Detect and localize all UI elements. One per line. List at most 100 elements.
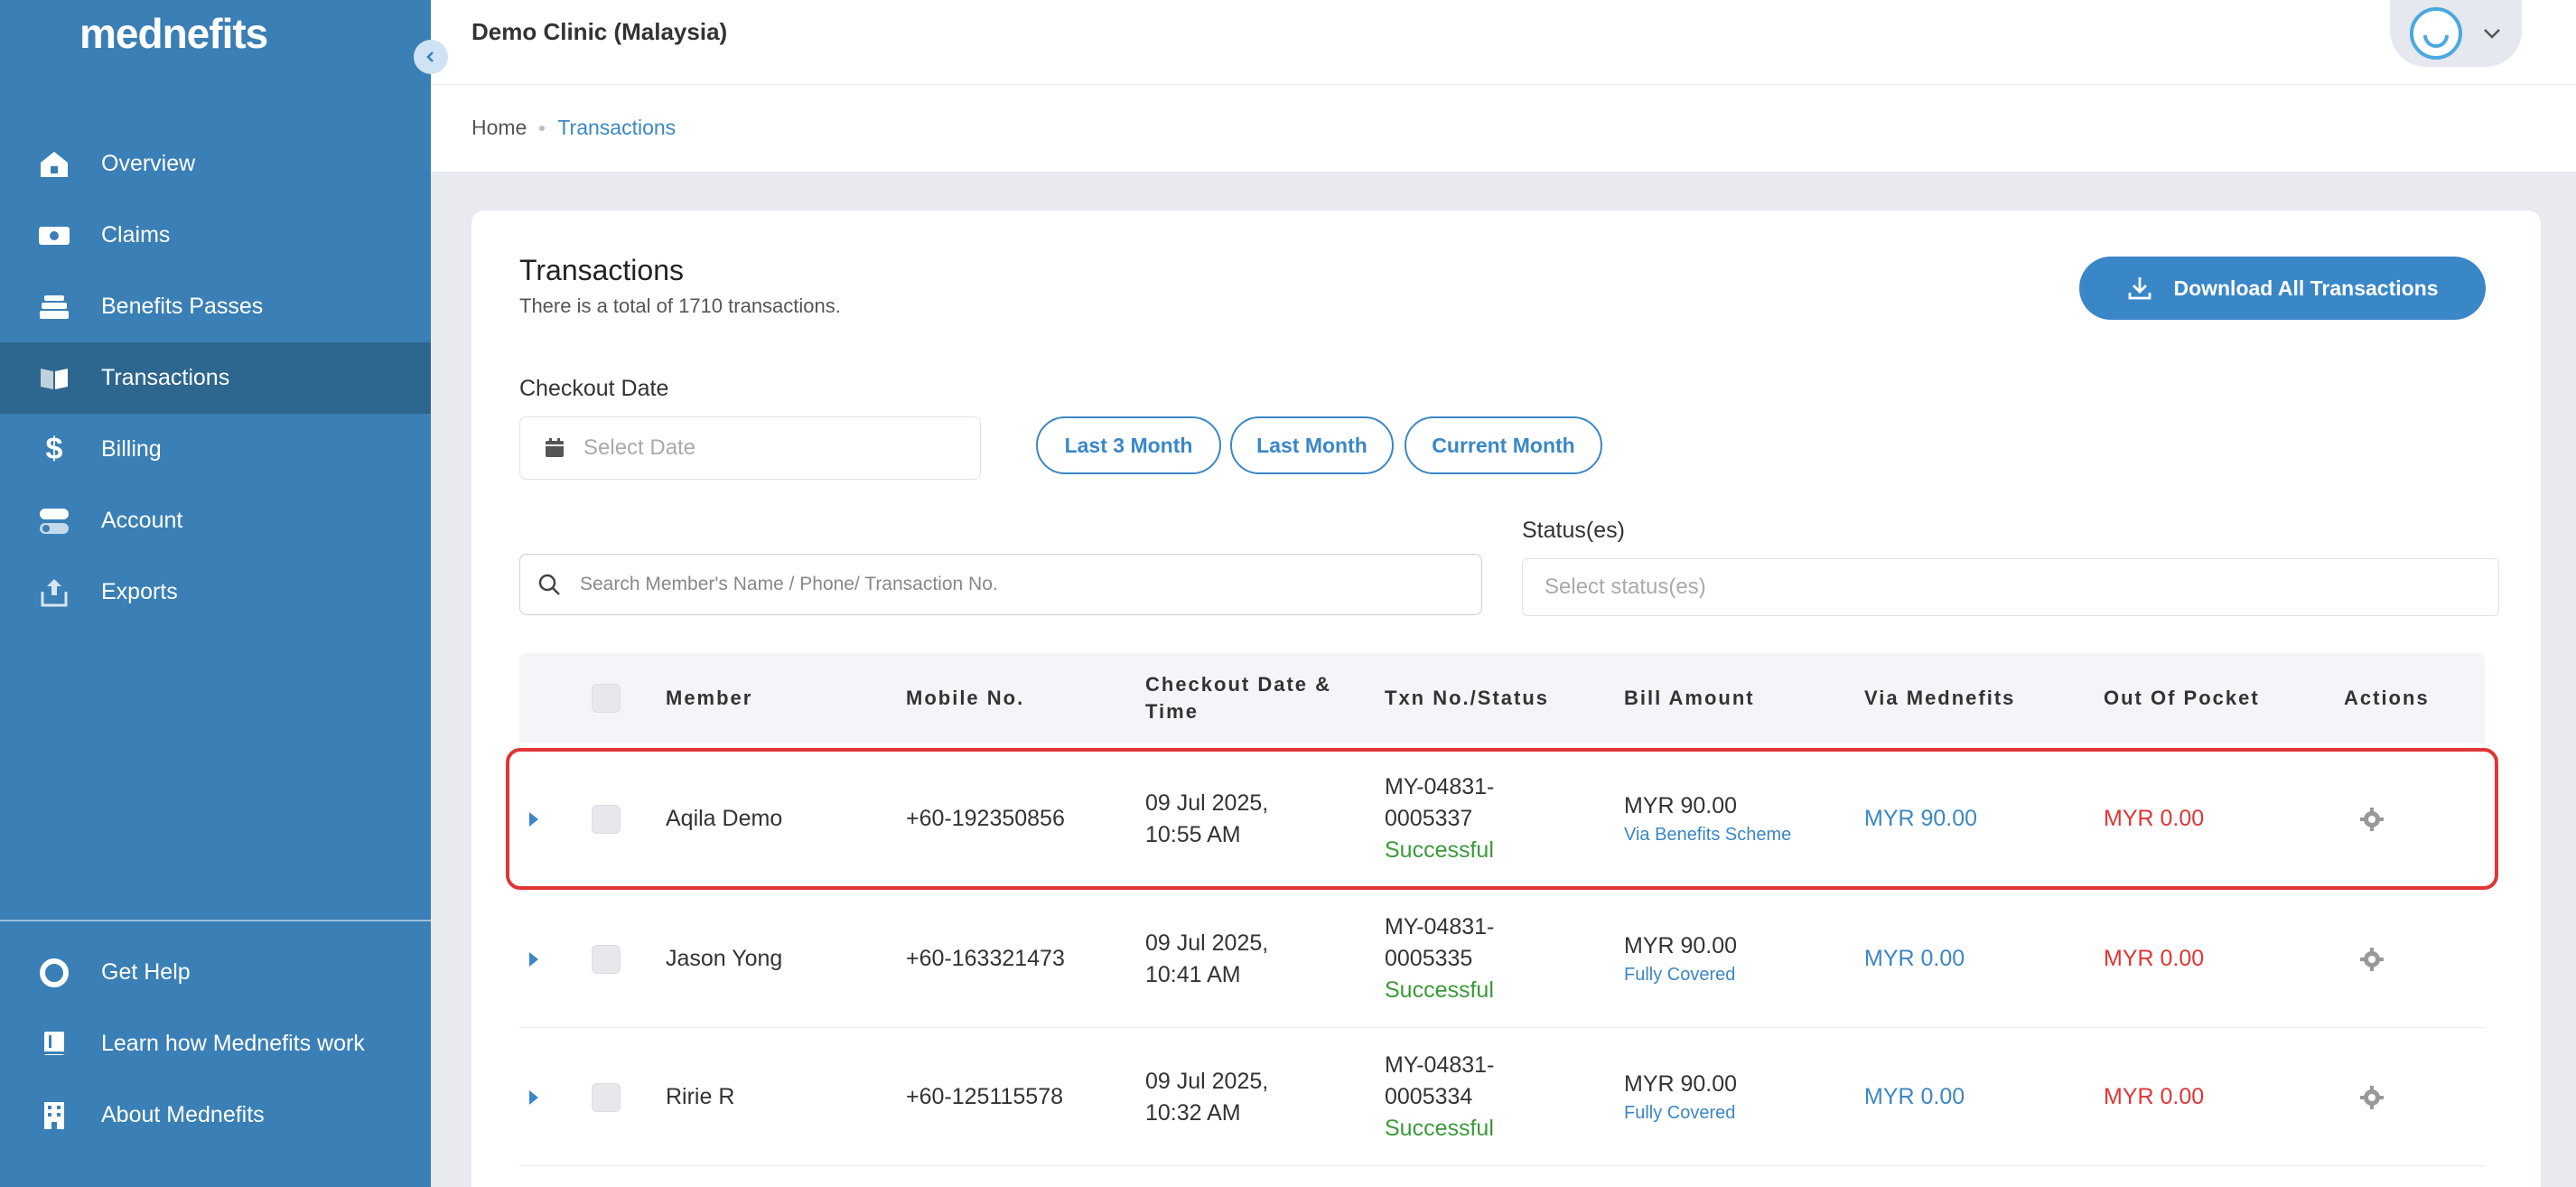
gear-icon[interactable] xyxy=(2359,750,2385,888)
mobile-no: +60-125115578 xyxy=(906,1084,1064,1109)
txn-status: Successful xyxy=(1385,837,1494,863)
column-header: Actions xyxy=(2344,687,2430,709)
sidebar-divider xyxy=(0,920,431,921)
txn-no-line1: MY-04831- xyxy=(1385,1052,1495,1078)
chevron-down-icon xyxy=(2484,29,2500,39)
search-icon xyxy=(538,574,560,595)
txn-status: Successful xyxy=(1385,1116,1494,1141)
date-placeholder: Select Date xyxy=(583,435,696,460)
status-placeholder: Select status(es) xyxy=(1545,575,1706,599)
txn-no-line2: 0005335 xyxy=(1385,946,1473,971)
breadcrumb-current: Transactions xyxy=(557,116,677,139)
checkout-time: 10:41 AM xyxy=(1145,961,1241,987)
row-checkbox[interactable] xyxy=(592,804,621,834)
sidebar-item-account[interactable]: Account xyxy=(0,485,431,556)
sidebar-bottom-nav: Get Help Learn how Mednefits work About … xyxy=(0,937,431,1151)
sidebar-item-benefits-passes[interactable]: Benefits Passes xyxy=(0,271,431,342)
sidebar-item-label: Billing xyxy=(101,436,162,462)
checkout-date-input[interactable]: Select Date xyxy=(519,416,981,480)
row-checkbox[interactable] xyxy=(592,1082,621,1112)
toggle-icon xyxy=(38,505,70,537)
txn-cell: MY-04831- 0005337 Successful xyxy=(1385,750,1494,888)
sidebar-item-label: Learn how Mednefits work xyxy=(101,1031,365,1056)
download-icon xyxy=(2129,277,2151,300)
row-checkbox-cell[interactable] xyxy=(592,890,621,1028)
expand-row-icon[interactable] xyxy=(527,750,540,888)
stack-icon xyxy=(38,291,70,323)
member-name: Aqila Demo xyxy=(666,806,783,831)
sidebar: mednefits Overview Claims Benefits Passe… xyxy=(0,0,431,1187)
collapse-sidebar-button[interactable] xyxy=(414,40,448,74)
expand-row-icon[interactable] xyxy=(527,890,540,1028)
via-mednefits: MYR 0.00 xyxy=(1864,1084,1965,1109)
select-all-checkbox[interactable] xyxy=(592,684,621,713)
bill-amount: MYR 90.00 xyxy=(1624,1071,1738,1097)
upload-icon xyxy=(38,576,70,609)
sidebar-item-claims[interactable]: Claims xyxy=(0,200,431,271)
chip-current-month[interactable]: Current Month xyxy=(1405,416,1602,474)
sidebar-item-label: Claims xyxy=(101,222,171,248)
breadcrumb-separator xyxy=(539,125,546,131)
dollar-icon: $ xyxy=(45,432,63,466)
row-checkbox-cell[interactable] xyxy=(592,750,621,888)
via-mednefits: MYR 90.00 xyxy=(1864,806,1978,831)
checkout-time: 10:32 AM xyxy=(1145,1099,1241,1126)
home-icon xyxy=(38,148,70,181)
out-of-pocket: MYR 0.00 xyxy=(2104,806,2205,831)
sidebar-item-transactions[interactable]: Transactions xyxy=(0,342,431,414)
sidebar-item-label: Account xyxy=(101,508,183,533)
status-select[interactable]: Select status(es) xyxy=(1522,558,2499,616)
sidebar-item-get-help[interactable]: Get Help xyxy=(0,937,431,1008)
download-all-button[interactable]: Download All Transactions xyxy=(2079,257,2486,320)
sidebar-item-overview[interactable]: Overview xyxy=(0,128,431,200)
txn-no-line2: 0005337 xyxy=(1385,806,1473,831)
out-of-pocket: MYR 0.00 xyxy=(2104,1084,2205,1109)
user-menu[interactable] xyxy=(2390,0,2522,67)
search-input[interactable]: Search Member's Name / Phone/ Transactio… xyxy=(519,554,1482,615)
checkout-date-label: Checkout Date xyxy=(519,376,669,401)
column-header: Bill Amount xyxy=(1624,687,1755,709)
bill-cell: MYR 90.00 Fully Covered xyxy=(1624,890,1737,1028)
book-icon xyxy=(38,362,70,395)
sidebar-item-exports[interactable]: Exports xyxy=(0,556,431,628)
money-icon xyxy=(38,220,70,252)
mednefits-logo[interactable]: mednefits xyxy=(79,10,268,57)
row-checkbox[interactable] xyxy=(592,944,621,974)
sidebar-item-label: Exports xyxy=(101,579,178,604)
checkout-date: 09 Jul 2025, xyxy=(1145,930,1269,956)
bill-cell: MYR 90.00 Fully Covered xyxy=(1624,1028,1737,1166)
column-header: Via Mednefits xyxy=(1864,687,2016,709)
sidebar-item-learn[interactable]: Learn how Mednefits work xyxy=(0,1008,431,1080)
gear-icon[interactable] xyxy=(2359,1028,2385,1166)
txn-status: Successful xyxy=(1385,977,1494,1003)
member-name: Ririe R xyxy=(666,1084,735,1109)
row-checkbox-cell[interactable] xyxy=(592,1028,621,1166)
column-header: Checkout Date & Time xyxy=(1145,673,1332,723)
sidebar-item-label: Get Help xyxy=(101,959,191,985)
transactions-card: Transactions There is a total of 1710 tr… xyxy=(471,210,2541,1187)
sidebar-item-label: Benefits Passes xyxy=(101,294,264,319)
page-subtitle: There is a total of 1710 transactions. xyxy=(519,294,841,317)
table-row[interactable]: Jason Yong +60-163321473 09 Jul 2025, 10… xyxy=(519,890,2485,1028)
select-all-checkbox-cell[interactable] xyxy=(592,653,621,743)
chip-last-3-month[interactable]: Last 3 Month xyxy=(1036,416,1221,474)
status-label: Status(es) xyxy=(1522,518,1625,543)
checkout-datetime: 09 Jul 2025, 10:41 AM xyxy=(1145,890,1268,1028)
breadcrumb: Home Transactions xyxy=(471,116,676,140)
table-row[interactable]: Ririe R +60-125115578 09 Jul 2025, 10:32… xyxy=(519,1028,2485,1166)
txn-no-line1: MY-04831- xyxy=(1385,774,1495,799)
checkout-time: 10:55 AM xyxy=(1145,821,1241,847)
bill-note: Via Benefits Scheme xyxy=(1624,825,1792,845)
chip-last-month[interactable]: Last Month xyxy=(1230,416,1394,474)
sidebar-item-billing[interactable]: $ Billing xyxy=(0,414,431,485)
table-row[interactable]: Aqila Demo +60-192350856 09 Jul 2025, 10… xyxy=(506,748,2498,890)
column-header: Txn No./Status xyxy=(1385,687,1550,709)
top-header: Demo Clinic (Malaysia) xyxy=(431,0,2576,85)
sidebar-item-label: Overview xyxy=(101,151,196,176)
booklet-icon xyxy=(38,1028,70,1061)
search-placeholder: Search Member's Name / Phone/ Transactio… xyxy=(580,574,998,594)
breadcrumb-home[interactable]: Home xyxy=(471,116,527,139)
gear-icon[interactable] xyxy=(2359,890,2385,1028)
sidebar-item-about[interactable]: About Mednefits xyxy=(0,1080,431,1151)
expand-row-icon[interactable] xyxy=(527,1028,540,1166)
